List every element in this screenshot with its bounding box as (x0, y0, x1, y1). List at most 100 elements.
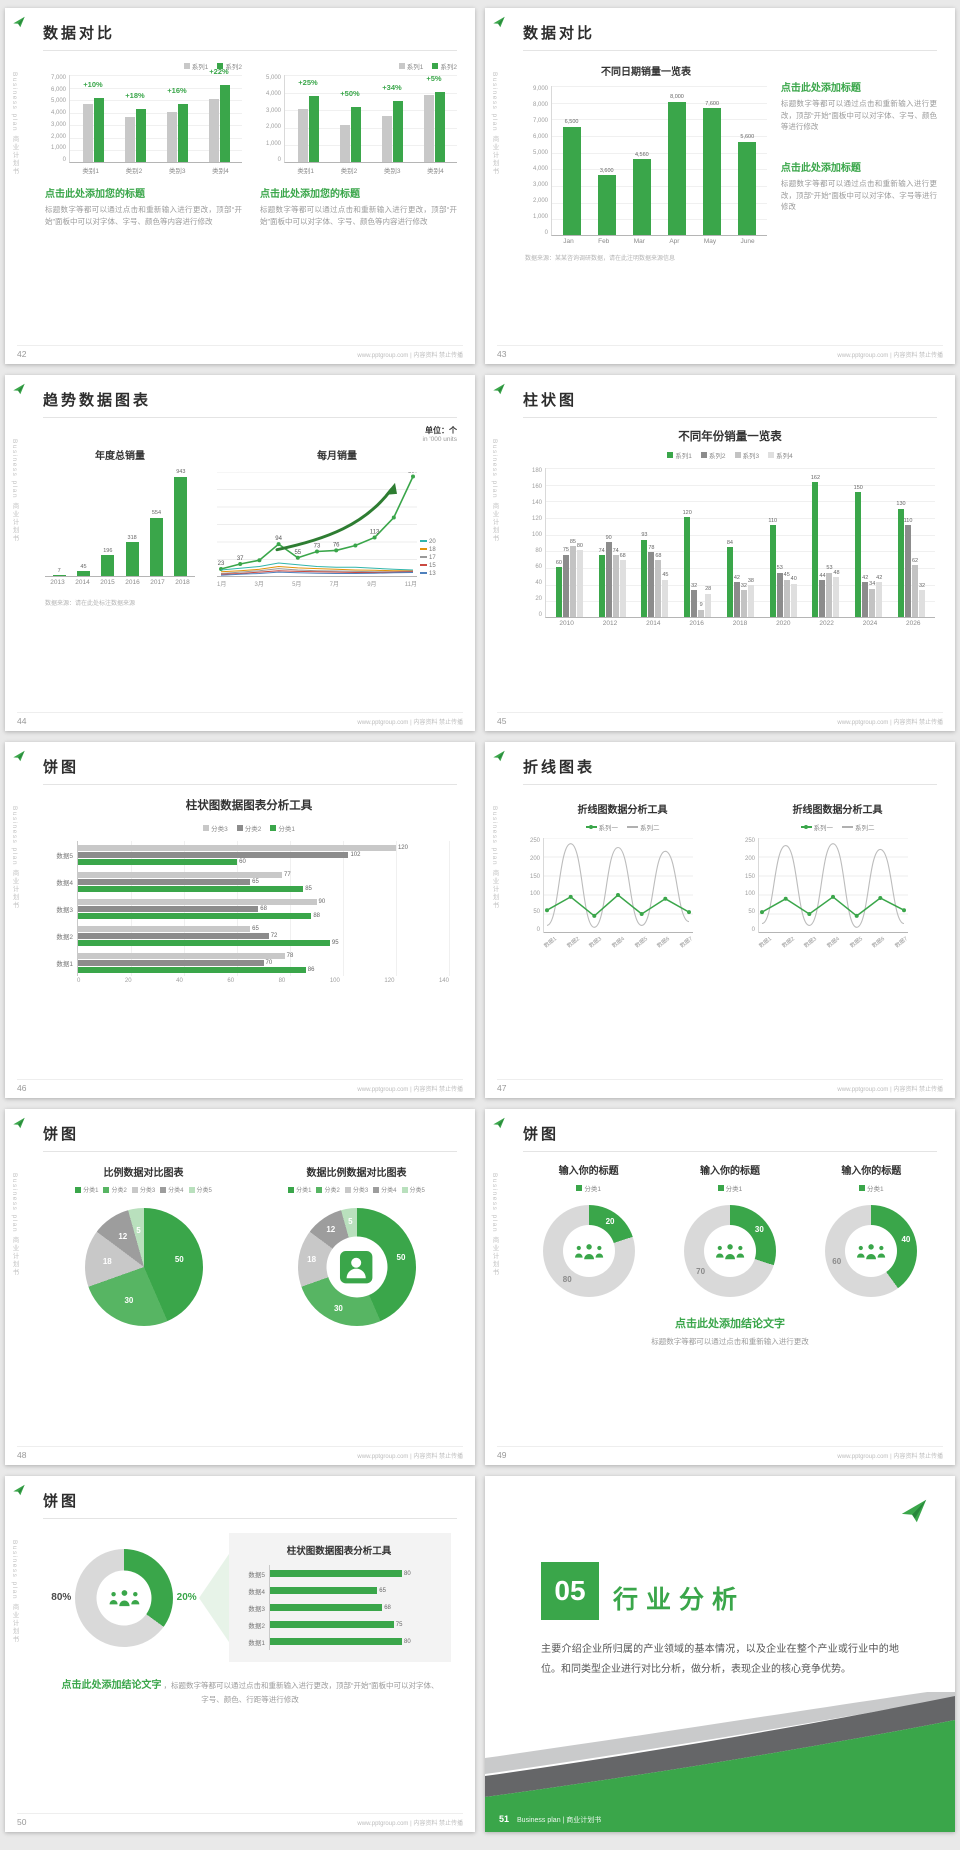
x-axis-labels: 数据1 数据2 数据3 数据4 数据5 数据6 数据7 (758, 936, 909, 950)
donut-chart: 40 60 (808, 1205, 935, 1297)
chart-bar (612, 555, 619, 617)
chart-panel: 年度总销量 7 45 196 318 554 943 2013 2014 2015 2016 201… (45, 447, 195, 588)
slide-header: 数据对比 (43, 22, 457, 51)
bar-group: 45 (76, 472, 90, 576)
chart-legend: 分类1 分类2 分类3 分类4 分类5 (258, 1185, 455, 1194)
gridline (343, 841, 344, 976)
gridline (546, 601, 935, 603)
bar-group: +50% (339, 75, 361, 162)
gridline (70, 87, 242, 89)
percent-annotation: +16% (167, 85, 187, 95)
gridline (546, 518, 935, 519)
bar-group: +34% (381, 75, 403, 162)
bar-group: 110 53 45 40 (768, 468, 797, 617)
value-label: 110 (903, 517, 913, 524)
chart-bar (82, 104, 93, 162)
chart-bar (569, 546, 576, 617)
y-axis-labels: 9,000 8,000 7,000 6,000 5,000 4,000 3,000 2,000… (532, 86, 548, 236)
chart-bar (434, 91, 445, 162)
chart-bar: 70 (78, 959, 272, 966)
bar-group: 943 (174, 470, 188, 576)
y-axis-labels: 180 160 140 120 100 80 60 40 20 0 (531, 468, 542, 618)
bar-group: 68 (270, 1604, 435, 1611)
footer-watermark: www.pptgroup.com | 内容资料 禁止传播 (837, 1087, 943, 1093)
slide-46[interactable]: Business plan 商业计划书 饼图 柱状图数据图表分析工具 分类3 分类… (5, 742, 475, 1098)
people-icon (715, 1244, 745, 1260)
chart-bar (124, 116, 135, 162)
value-label: 6,500 (564, 119, 579, 126)
plot-bars: 80 65 68 75 80 (270, 1565, 435, 1650)
line-chart: 23 37 94 55 73 76 113 287 20181715131月3月5月7月9月11… (217, 471, 457, 588)
x-axis-labels: 数据1 数据2 数据3 数据4 数据5 数据6 数据7 (543, 936, 694, 950)
slide-47[interactable]: Business plan 商业计划书 折线图表 折线图数据分析工具 系列一 系列… (485, 742, 955, 1098)
brand-logo-icon (12, 15, 26, 29)
caption-body: 标题数字等都可以通过点击和重新输入进行更改，顶部“开始”面板中可以对字体、字号、… (45, 205, 242, 226)
caption-title: 点击此处添加标题 (780, 83, 861, 94)
analysis-panel: 柱状图数据图表分析工具 数据5 数据4 数据3 数据2 数据1 80 65 68 75 80 (229, 1533, 451, 1662)
value-label: 5,600 (740, 134, 755, 141)
slide-44[interactable]: Business plan 商业计划书 趋势数据图表 单位：个 in '000 … (5, 375, 475, 731)
page-number: 45 (497, 716, 507, 726)
chart-bar (703, 108, 722, 235)
chart-title: 比例数据对比图表 (103, 1168, 184, 1179)
legend-item: 分类1 (717, 1183, 742, 1193)
chart-bar (93, 98, 104, 162)
slide-45[interactable]: Business plan 商业计划书 柱状图 不同年份销量一览表 系列1 系列2… (485, 375, 955, 731)
donut-graphic: 20% 80% (51, 1548, 197, 1647)
value-label: 74 (612, 547, 619, 554)
value-label: 45 (662, 572, 669, 578)
slide-43[interactable]: Business plan 商业计划书 数据对比 不同日期销量一览表 9,000… (485, 8, 955, 364)
chart-bar (776, 572, 783, 617)
chart-panel: 比例数据对比图表 分类1 分类2 分类3 分类4 分类5 50 30 18 12 5 (45, 1164, 242, 1326)
legend-item: 系列二 (842, 822, 875, 832)
legend-item: 系列一 (800, 822, 833, 832)
gridline (70, 100, 242, 102)
value-label: 5 (348, 1217, 353, 1226)
svg-text:76: 76 (333, 542, 340, 548)
page-number: 46 (17, 1083, 27, 1093)
donut-zone: 20% 80% (49, 1535, 199, 1661)
bar-group: 60 75 85 80 (556, 468, 583, 617)
bar-group: 65 72 95 (78, 925, 449, 946)
gridline (285, 127, 457, 129)
chart-bar (648, 552, 655, 617)
footer-watermark: www.pptgroup.com | 内容资料 禁止传播 (837, 720, 943, 726)
value-label: 65 (252, 925, 259, 932)
chart-panel: 系列1 系列2 5,000 4,000 3,000 2,000 1,000 0 +25% +50… (260, 61, 457, 227)
legend-item: 分类2 (316, 1185, 340, 1194)
slide-50[interactable]: Business plan 商业计划书 饼图 20% 80% 柱状图数据图表分析工… (5, 1476, 475, 1832)
page-number: 43 (497, 349, 507, 359)
chart-bar (177, 103, 188, 162)
chart-bar (833, 577, 840, 617)
x-axis-labels: Jan Feb Mar Apr May June (563, 238, 755, 245)
slide-title: 趋势数据图表 (43, 392, 152, 409)
chart-legend: 分类1 (525, 1183, 652, 1193)
chart-bar: 80 (270, 1638, 411, 1645)
chart-bar (783, 579, 790, 617)
slide-footer: 48 www.pptgroup.com | 内容资料 禁止传播 (17, 1446, 463, 1460)
sidebar-vertical-text: Business plan 商业计划书 (491, 806, 498, 910)
grouped-column-chart: 180 160 140 120 100 80 60 40 20 0 60 75 85 80 74 90 74 68… (525, 468, 935, 627)
bar-group: 6,500 (562, 86, 581, 235)
slide-42[interactable]: Business plan 商业计划书 数据对比 系列1 系列2 7,000 6,0… (5, 8, 475, 364)
slide-51[interactable]: 05 行业分析 主要介绍企业所归属的产业领域的基本情况，以及企业在整个产业或行业… (485, 1476, 955, 1832)
chart-title: 输入你的标题 (841, 1166, 902, 1177)
bar-group: 78 70 86 (78, 952, 449, 973)
chart-bar: 86 (78, 966, 314, 973)
value-label: 88 (313, 912, 321, 919)
svg-text:23: 23 (218, 561, 225, 567)
bar-group: 65 (270, 1587, 435, 1594)
sidebar-vertical-text: Business plan 商业计划书 (11, 1540, 18, 1644)
bar-group: 120 102 60 (78, 844, 449, 865)
slide-48[interactable]: Business plan 商业计划书 饼图 比例数据对比图表 分类1 分类2 分类… (5, 1109, 475, 1465)
percent-annotation: +18% (125, 90, 145, 100)
legend-item: 分类1 (75, 1185, 98, 1194)
slide-49[interactable]: Business plan 商业计划书 饼图 输入你的标题 分类1 20 80 输… (485, 1109, 955, 1465)
legend-item: 分类3 (203, 823, 228, 833)
bar-group: +10% (82, 75, 104, 162)
value-label: 120 (397, 844, 408, 851)
bar-group: +5% (423, 74, 445, 162)
legend-item: 系列2 (432, 61, 457, 71)
slide-title: 饼图 (43, 1126, 80, 1143)
chart-bar: 120 (78, 844, 408, 851)
